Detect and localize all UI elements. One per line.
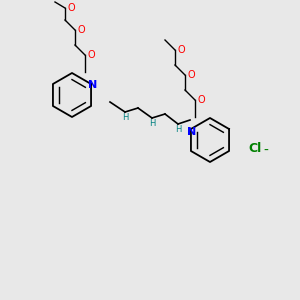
Text: O: O: [198, 95, 206, 105]
Text: O: O: [78, 25, 85, 35]
Text: O: O: [88, 50, 96, 60]
Text: Cl: Cl: [248, 142, 261, 155]
Text: N: N: [88, 80, 98, 90]
Text: H: H: [175, 125, 181, 134]
Text: H: H: [149, 119, 155, 128]
Text: O: O: [188, 70, 196, 80]
Text: -: -: [263, 144, 268, 158]
Text: H: H: [122, 113, 128, 122]
Text: O: O: [68, 3, 76, 13]
Text: O: O: [178, 45, 186, 55]
Text: N: N: [188, 127, 196, 137]
